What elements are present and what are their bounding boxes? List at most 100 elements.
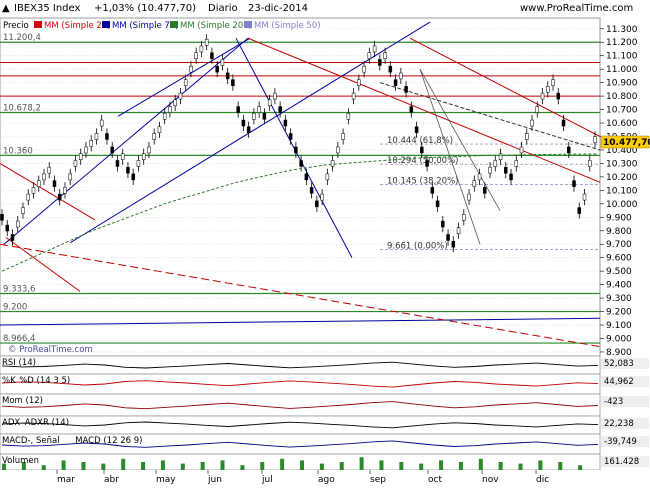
y-tick-label: 11.100 [606,52,638,62]
candle [199,45,204,53]
candle [546,86,550,93]
candle [451,240,456,248]
x-tick-label: abr [104,475,119,485]
candle [577,207,582,214]
downtrend-line [5,237,81,292]
candle [225,72,230,80]
macd-label: MACD (12 26 9) [75,436,142,446]
change-readout: +1,03% (10.477,70) [94,3,197,14]
downtrend-line [247,37,601,183]
volume-bar [439,460,444,470]
candle [409,106,414,113]
level-label: 10.360 [3,146,33,156]
legend-sma50: MM (Simple 50) [254,21,321,31]
long-trend-line [0,317,601,326]
candle [567,146,571,154]
volume-bar [538,460,543,470]
volume-bar [61,460,66,470]
candle [330,160,335,167]
candle [147,146,151,154]
volume-bar [518,463,523,470]
indicator-value-bg [601,358,649,369]
rsi-value: 52,083 [604,359,634,369]
candle [383,52,387,59]
adx-label: ADX [2,418,20,428]
candle [488,166,492,174]
candle [241,119,246,127]
mom-line [1,401,599,410]
legend-sma70-swatch [102,21,110,28]
adx-value: 22,238 [604,419,634,429]
candle [393,79,398,86]
candle [399,72,403,80]
indicator-value-bg [601,418,649,429]
level-label: 9.200 [3,303,27,313]
price-panel [0,17,601,357]
volume-bar [478,458,483,470]
y-tick-label: 11.300 [606,25,638,35]
candle [551,79,555,86]
y-tick-label: 9.200 [606,308,632,318]
candle [68,173,72,181]
candle [162,113,167,120]
y-tick-label: 10.100 [606,186,638,196]
last-price-tag: 10.477,70 [600,135,650,149]
candle [267,99,272,107]
macd-label: MACD-, Señal [2,436,60,446]
x-axis-bg [0,470,600,490]
candle [483,187,487,194]
candle [105,133,109,140]
y-tick-label: 9.900 [606,213,632,223]
y-tick-label: 9.700 [606,240,632,250]
candle [21,207,25,214]
candle [519,146,524,154]
candle [220,59,225,66]
candle [504,166,508,174]
volume-bar [280,458,285,470]
candle [315,200,319,208]
level-label: 8.966,4 [3,334,35,344]
fib-label: 10.145 (38,20%) [387,176,459,186]
mom-value: -423 [604,397,623,407]
x-tick-label: nov [482,475,499,485]
candle [525,133,529,140]
candle [278,106,282,113]
y-tick-label: 10.900 [606,79,638,89]
candle [31,187,36,194]
x-tick-label: jul [261,475,273,485]
y-tick-label: 9.300 [606,294,632,304]
sma70-line [379,82,601,151]
candle [273,92,277,100]
candle [362,65,366,73]
candle [283,119,288,127]
candle [194,52,198,59]
y-tick-label: 9.000 [606,334,632,344]
sma200-line [1,153,598,272]
legend-sma50-swatch [244,21,252,28]
volume-bar [260,462,265,470]
volume-bar [379,460,384,470]
x-tick-label: sep [370,475,386,485]
volume-label: Volumen [2,456,39,466]
y-tick-label: 11.000 [606,65,638,75]
fib-label: 9.661 (0,00%) [387,241,448,251]
candle [467,193,471,201]
candle [110,146,114,154]
candle [325,173,330,181]
candle [572,180,576,187]
candle [477,173,482,181]
symbol-title: IBEX35 Index [14,3,81,14]
candle [351,92,356,100]
volume-bar [141,462,146,470]
downtrend-line [409,37,601,137]
candle [63,187,67,194]
candle [294,146,298,154]
candle [126,166,130,174]
candle [556,92,561,100]
y-tick-label: 9.500 [606,267,632,277]
y-tick-label: 8.900 [606,348,632,358]
mom-label: Mom (12) [2,396,43,406]
candle [262,113,267,120]
candle [404,86,408,93]
